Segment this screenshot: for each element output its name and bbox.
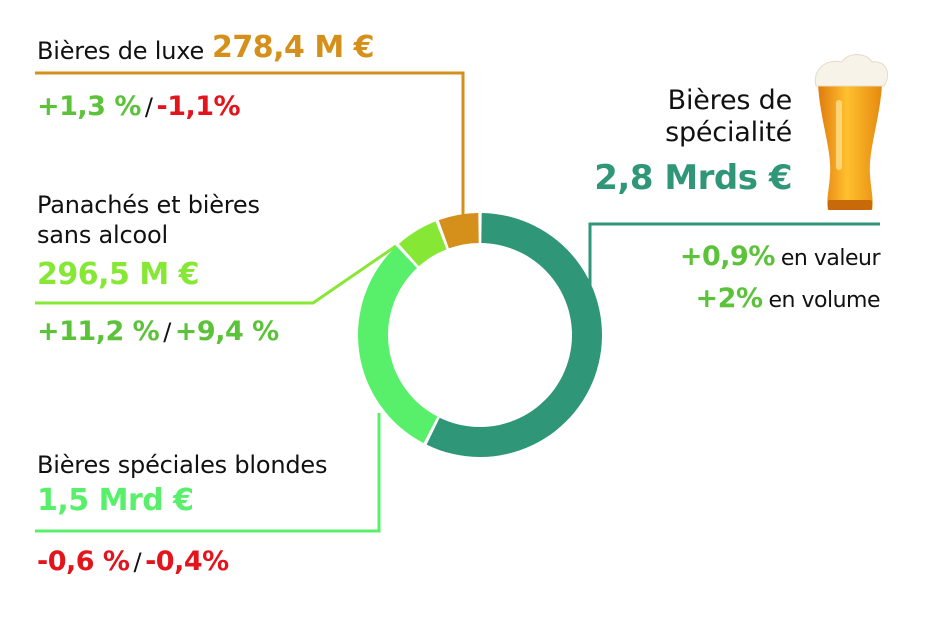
- leader-line-blondes: [35, 413, 381, 533]
- beer-glass-icon: [814, 54, 888, 210]
- label-luxe-changes: +1,3 % / -1,1%: [37, 90, 241, 124]
- label-specialite-name-line2: spécialité: [665, 117, 792, 148]
- specialite-unit-value: en valeur: [780, 246, 881, 271]
- specialite-change-volume: +2%: [695, 283, 763, 314]
- donut-slice-panaches: [398, 221, 447, 267]
- luxe-change-value: +1,3 %: [37, 91, 141, 122]
- label-blondes-name: Bières spéciales blondes: [37, 451, 328, 479]
- blondes-change-volume: -0,4%: [145, 546, 229, 577]
- label-panaches-changes: +11,2 % / +9,4 %: [37, 315, 279, 349]
- label-panaches-name-line2: sans alcool: [37, 221, 168, 249]
- blondes-change-value: -0,6 %: [37, 546, 130, 577]
- donut-slice-blondes: [357, 246, 438, 444]
- blondes-separator: /: [133, 548, 142, 576]
- label-panaches-value: 296,5 M €: [37, 257, 200, 292]
- label-luxe-value: 278,4 M €: [212, 30, 375, 65]
- label-panaches-name-line1: Panachés et bières: [37, 191, 260, 219]
- leader-line-luxe: [35, 71, 465, 218]
- luxe-separator: /: [144, 93, 153, 121]
- luxe-change-volume: -1,1%: [156, 91, 241, 122]
- specialite-unit-volume: en volume: [768, 288, 881, 313]
- label-luxe-name: Bières de luxe: [37, 37, 205, 65]
- leader-line-panaches: [35, 244, 397, 305]
- panaches-separator: /: [163, 318, 171, 346]
- label-specialite-change-volume: +2% en volume: [695, 282, 881, 318]
- specialite-change-value: +0,9%: [679, 241, 776, 272]
- label-specialite-name-line1: Bières de: [667, 85, 793, 116]
- panaches-change-volume: +9,4 %: [174, 316, 279, 347]
- label-blondes-value: 1,5 Mrd €: [37, 483, 194, 518]
- donut-slice-specialite: [426, 213, 602, 458]
- panaches-change-value: +11,2 %: [37, 316, 160, 347]
- label-specialite-value: 2,8 Mrds €: [594, 158, 792, 198]
- label-specialite-change-value: +0,9% en valeur: [679, 240, 881, 276]
- donut-slice-luxe: [438, 213, 479, 249]
- leader-line-specialite: [588, 222, 880, 287]
- label-blondes-changes: -0,6 % / -0,4%: [37, 545, 229, 579]
